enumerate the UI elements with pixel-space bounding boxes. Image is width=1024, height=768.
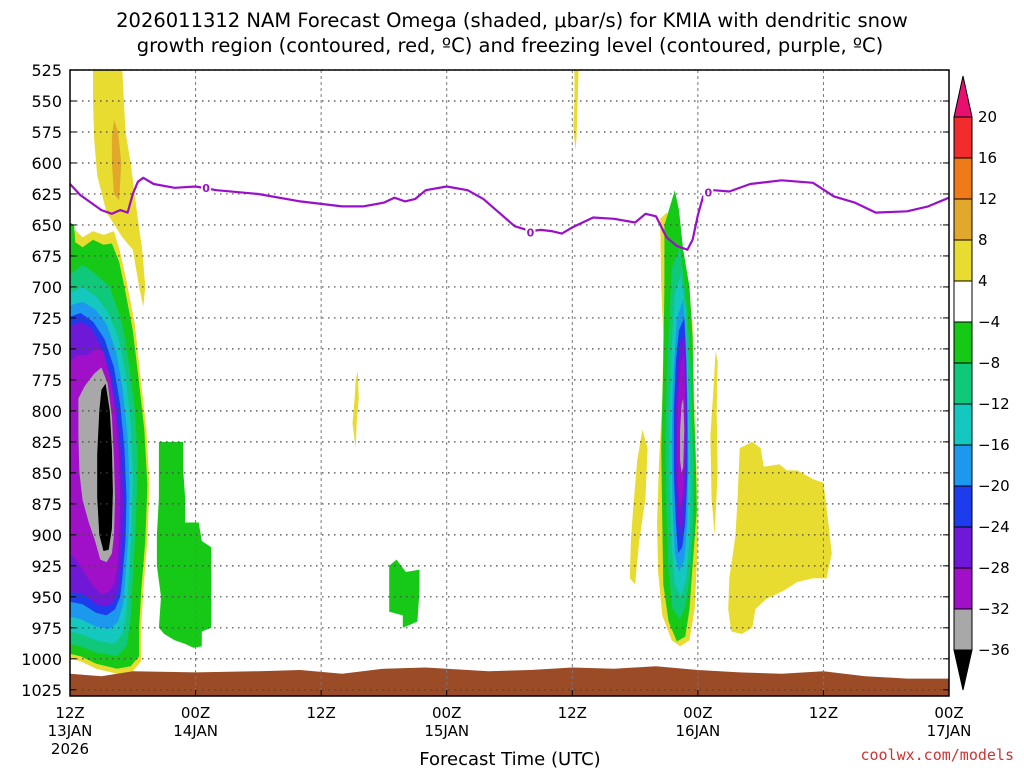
x-tick-label-1-2: 14JAN	[173, 722, 218, 740]
freezing-level-line	[69, 176, 950, 251]
y-axis-ticks: 525 550 575 600 625 650 675 700 725 750 775 800 825 8…	[21, 61, 949, 700]
colorbar-label-3: 8	[978, 231, 988, 249]
colorbar-swatch-3	[953, 239, 973, 282]
y-tick-label-3: 600	[31, 154, 62, 173]
x-tick-label-3-1: 00Z	[432, 704, 461, 722]
colorbar-label-12: −32	[978, 600, 1010, 618]
x-tick-label-6-1: 12Z	[809, 704, 838, 722]
omega-region-11	[97, 383, 113, 551]
colorbar-swatch-9	[953, 485, 973, 528]
colorbar-swatch-4	[953, 280, 973, 323]
y-tick-label-19: 1000	[21, 650, 62, 669]
omega-region-27	[728, 441, 832, 634]
y-tick-label-16: 925	[31, 557, 62, 576]
y-tick-label-14: 875	[31, 495, 62, 514]
colorbar: 20 16 12 8 4 −4 −8 −12 −16 −20 −24 −28 −32 −36	[953, 75, 1010, 691]
omega-region-25	[680, 398, 685, 473]
colorbar-swatch-0	[953, 116, 973, 159]
colorbar-top-triangle	[953, 75, 973, 118]
omega-shading	[70, 70, 832, 674]
colorbar-swatch-12	[953, 608, 973, 651]
y-tick-label-6: 675	[31, 247, 62, 266]
x-tick-label-5-1: 00Z	[683, 704, 712, 722]
x-tick-label-4-1: 12Z	[558, 704, 587, 722]
chart-title-line-2: growth region (contoured, red, ºC) and f…	[137, 34, 884, 57]
y-tick-label-5: 650	[31, 216, 62, 235]
colorbar-swatch-1	[953, 157, 973, 200]
omega-region-16	[629, 429, 648, 585]
plot-frame	[69, 69, 950, 697]
colorbar-bottom-triangle	[953, 649, 973, 691]
y-tick-label-4: 625	[31, 185, 62, 204]
x-tick-label-2-1: 12Z	[306, 704, 335, 722]
colorbar-swatch-2	[953, 198, 973, 241]
colorbar-swatch-6	[953, 362, 973, 405]
x-tick-label-0-3: 2026	[51, 740, 89, 758]
plot-area: 0 0 0	[69, 69, 950, 697]
omega-region-14	[352, 371, 359, 449]
freezing-label-bg-1	[525, 225, 536, 240]
colorbar-label-1: 16	[978, 149, 997, 167]
x-tick-label-0-1: 12Z	[55, 704, 84, 722]
y-tick-label-7: 700	[31, 278, 62, 297]
y-tick-label-9: 750	[31, 340, 62, 359]
y-tick-label-15: 900	[31, 526, 62, 545]
y-tick-label-1: 550	[31, 92, 62, 111]
chart-title-line-1: 2026011312 NAM Forecast Omega (shaded, μ…	[116, 9, 908, 32]
y-tick-label-12: 825	[31, 433, 62, 452]
y-tick-label-8: 725	[31, 309, 62, 328]
freezing-label-bg-2	[703, 185, 714, 200]
colorbar-label-2: 12	[978, 190, 997, 208]
colorbar-label-5: −4	[978, 313, 1000, 331]
x-tick-label-5-2: 16JAN	[675, 722, 720, 740]
ground-surface	[70, 666, 949, 696]
colorbar-label-6: −8	[978, 354, 1000, 372]
y-tick-label-10: 775	[31, 371, 62, 390]
colorbar-swatch-5	[953, 321, 973, 364]
omega-region-13	[389, 559, 420, 628]
freezing-level-label-1: 0	[527, 226, 535, 239]
colorbar-label-4: 4	[978, 272, 988, 290]
x-tick-label-1-1: 00Z	[181, 704, 210, 722]
plot-background	[70, 70, 949, 696]
ground-layer	[70, 666, 949, 696]
y-tick-label-0: 525	[31, 61, 62, 80]
y-tick-label-18: 975	[31, 619, 62, 638]
y-tick-label-13: 850	[31, 464, 62, 483]
y-tick-label-17: 950	[31, 588, 62, 607]
colorbar-label-7: −12	[978, 395, 1010, 413]
colorbar-swatch-10	[953, 526, 973, 569]
colorbar-label-0: 20	[978, 108, 997, 126]
colorbar-swatch-11	[953, 567, 973, 610]
freezing-label-bg-0	[201, 180, 212, 195]
freezing-level-label-2: 0	[704, 187, 712, 200]
x-tick-label-3-2: 15JAN	[424, 722, 469, 740]
credit-text: coolwx.com/models	[860, 746, 1014, 764]
omega-region-12	[156, 441, 212, 648]
freezing-level-label-0: 0	[202, 182, 210, 195]
freezing-level-layer: 0 0 0	[69, 176, 950, 251]
x-tick-label-0-2: 13JAN	[48, 722, 93, 740]
colorbar-label-9: −20	[978, 477, 1010, 495]
y-tick-label-2: 575	[31, 123, 62, 142]
colorbar-swatch-7	[953, 403, 973, 446]
colorbar-label-11: −28	[978, 559, 1010, 577]
omega-region-1	[111, 119, 122, 201]
colorbar-label-13: −36	[978, 641, 1010, 659]
omega-region-26	[710, 351, 718, 535]
omega-region-15	[573, 70, 579, 151]
colorbar-swatch-8	[953, 444, 973, 487]
colorbar-label-8: −16	[978, 436, 1010, 454]
x-tick-label-7-2: 17JAN	[927, 722, 972, 740]
colorbar-label-10: −24	[978, 518, 1010, 536]
y-tick-label-20: 1025	[21, 681, 62, 700]
y-tick-label-11: 800	[31, 402, 62, 421]
x-tick-label-7-1: 00Z	[934, 704, 963, 722]
x-axis-title: Forecast Time (UTC)	[419, 749, 600, 768]
